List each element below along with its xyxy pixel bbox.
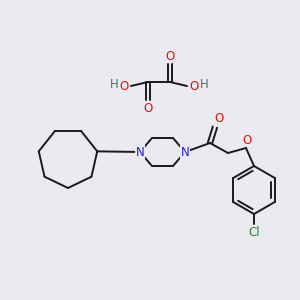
Text: Cl: Cl (248, 226, 260, 238)
Text: O: O (165, 50, 175, 62)
Text: O: O (214, 112, 224, 125)
Text: N: N (181, 146, 189, 158)
Text: O: O (119, 80, 129, 92)
Text: N: N (136, 146, 144, 158)
Text: H: H (110, 79, 118, 92)
Text: O: O (189, 80, 199, 92)
Text: H: H (200, 79, 208, 92)
Text: O: O (143, 101, 153, 115)
Text: O: O (242, 134, 252, 146)
